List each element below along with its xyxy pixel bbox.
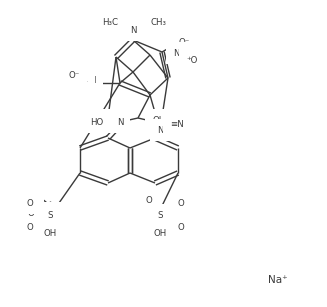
Text: HO: HO	[90, 115, 103, 125]
Text: O⁻: O⁻	[69, 71, 80, 80]
Text: S: S	[157, 211, 163, 220]
Text: N: N	[90, 76, 96, 84]
Text: Na⁺: Na⁺	[268, 275, 288, 285]
Text: OH: OH	[153, 228, 167, 238]
Text: H₃C: H₃C	[102, 17, 118, 26]
Text: N: N	[117, 118, 123, 126]
Text: ≡N: ≡N	[170, 119, 184, 129]
Text: O⁻: O⁻	[73, 68, 84, 77]
Text: ⁺O: ⁺O	[73, 84, 84, 94]
Text: O: O	[177, 199, 184, 208]
Text: O: O	[177, 223, 184, 231]
Text: ⁺O: ⁺O	[186, 56, 198, 64]
Text: S: S	[47, 211, 53, 220]
Text: N⁺: N⁺	[77, 79, 88, 87]
Text: O: O	[145, 196, 152, 204]
Text: N: N	[130, 25, 136, 34]
Text: CH₃: CH₃	[150, 17, 166, 26]
Text: N: N	[157, 126, 163, 134]
Text: S: S	[49, 208, 55, 217]
Text: N: N	[173, 49, 179, 57]
Text: O: O	[30, 192, 37, 201]
Text: OH: OH	[43, 228, 57, 238]
Text: O⁻: O⁻	[178, 37, 189, 46]
Text: O: O	[30, 223, 37, 232]
Text: HO: HO	[90, 118, 103, 126]
Text: O: O	[26, 223, 33, 231]
Text: OH: OH	[152, 115, 165, 125]
Text: O: O	[26, 199, 33, 208]
Text: O: O	[27, 208, 34, 217]
Text: OH: OH	[45, 228, 59, 238]
